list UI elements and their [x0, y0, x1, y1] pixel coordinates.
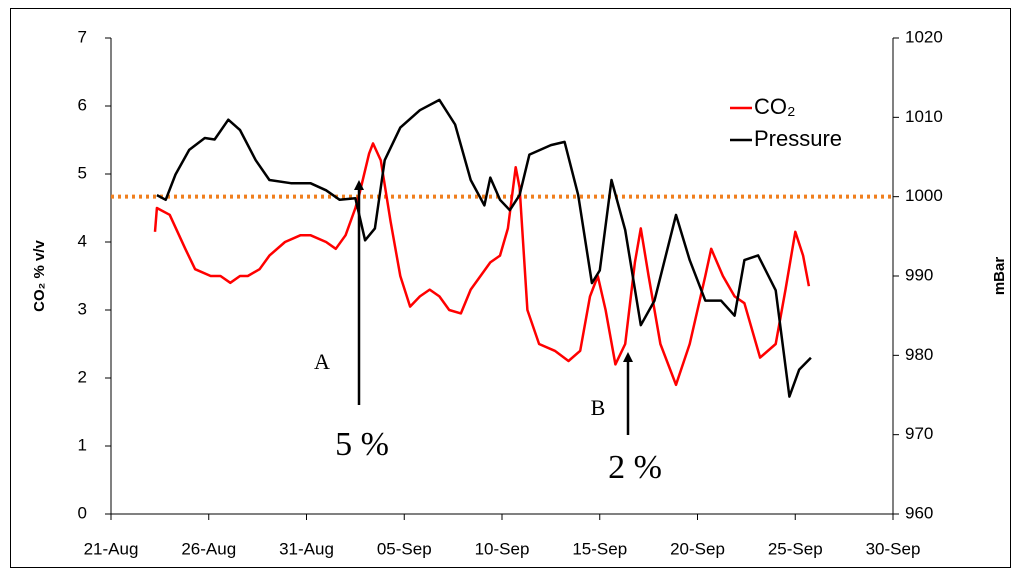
y-tick-label: 2 — [78, 367, 87, 386]
annotation: B — [591, 395, 606, 420]
y-tick-label: 0 — [78, 503, 87, 522]
legend-label: Pressure — [754, 126, 842, 151]
arrow-head — [623, 352, 633, 362]
arrow-head — [354, 180, 364, 190]
x-tick-label: 05-Sep — [377, 539, 432, 558]
y-tick-label: 1 — [78, 435, 87, 454]
y-tick-label: 3 — [78, 299, 87, 318]
annotation: 2 % — [608, 449, 662, 486]
x-tick-label: 25-Sep — [768, 539, 823, 558]
y-tick-label: 7 — [78, 27, 87, 46]
y2-tick-label: 1000 — [905, 186, 943, 205]
x-tick-label: 30-Sep — [866, 539, 921, 558]
y2-tick-label: 990 — [905, 265, 933, 284]
x-tick-label: 10-Sep — [475, 539, 530, 558]
y-tick-label: 4 — [78, 231, 87, 250]
y2-tick-label: 960 — [905, 503, 933, 522]
series-line — [156, 98, 812, 398]
y2-tick-label: 1010 — [905, 107, 943, 126]
annotation: 5 % — [335, 426, 389, 463]
x-tick-label: 20-Sep — [670, 539, 725, 558]
y2-axis-title: mBar — [991, 257, 1008, 296]
y2-tick-label: 970 — [905, 424, 933, 443]
x-tick-label: 21-Aug — [84, 539, 139, 558]
y-tick-label: 6 — [78, 95, 87, 114]
y-axis-title: CO₂ % v/v — [31, 240, 48, 312]
series-line — [153, 142, 811, 387]
y2-tick-label: 1020 — [905, 27, 943, 46]
x-tick-label: 26-Aug — [181, 539, 236, 558]
frame — [10, 8, 1011, 568]
annotation: A — [314, 349, 330, 374]
x-tick-label: 31-Aug — [279, 539, 334, 558]
x-tick-label: 15-Sep — [572, 539, 627, 558]
legend-label: CO₂ — [754, 94, 796, 119]
y2-tick-label: 980 — [905, 345, 933, 364]
y-tick-label: 5 — [78, 163, 87, 182]
